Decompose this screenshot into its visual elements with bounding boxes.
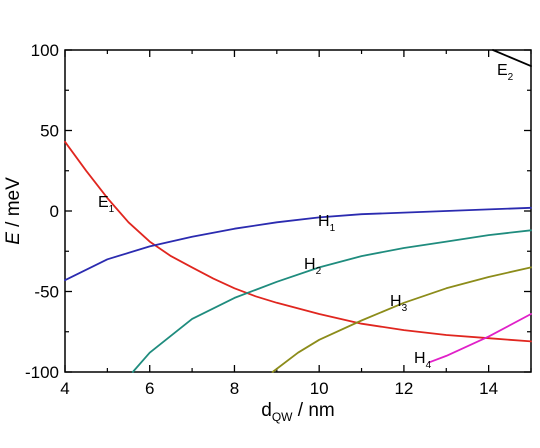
x-axis-title: dQW / nm <box>261 400 334 424</box>
curve-label-e1: E1 <box>98 194 115 215</box>
y-tick-label: 50 <box>40 122 59 141</box>
x-tick-label: 12 <box>394 379 413 398</box>
y-axis-title: E / meV <box>3 177 24 245</box>
curve-label-h4: H4 <box>414 350 432 371</box>
curve-e2 <box>491 49 532 67</box>
x-tick-label: 6 <box>145 379 154 398</box>
x-tick-label: 10 <box>310 379 329 398</box>
x-tick-label: 14 <box>479 379 498 398</box>
curve-h2 <box>131 229 532 373</box>
y-tick-label: 0 <box>50 202 59 221</box>
y-tick-label: 100 <box>31 41 59 60</box>
x-tick-label: 8 <box>230 379 239 398</box>
curve-label-h2: H2 <box>304 256 322 277</box>
curve-labels: E1 E2 H1 H2 H3 H4 <box>98 62 514 371</box>
y-tick-label: -50 <box>34 283 59 302</box>
curve-h3 <box>271 266 532 373</box>
curves <box>64 49 532 373</box>
y-tick-label: -100 <box>25 363 59 382</box>
curve-label-e2: E2 <box>497 62 514 83</box>
curve-label-h1: H1 <box>318 213 336 234</box>
x-tick-label: 4 <box>60 379 69 398</box>
curve-h4 <box>428 313 532 364</box>
y-axis: -100 -50 0 50 100 <box>25 41 531 382</box>
x-axis: 4 6 8 10 12 14 <box>60 50 532 398</box>
curve-h1 <box>64 206 532 282</box>
curve-e1 <box>64 140 532 343</box>
curve-label-h3: H3 <box>390 293 408 314</box>
